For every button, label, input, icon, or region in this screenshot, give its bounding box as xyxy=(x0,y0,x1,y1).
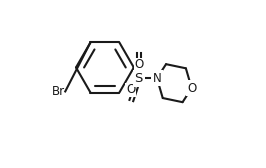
Text: S: S xyxy=(135,72,143,85)
Text: O: O xyxy=(126,83,135,96)
Text: Br: Br xyxy=(52,85,65,98)
Text: N: N xyxy=(153,72,161,85)
Text: O: O xyxy=(134,58,143,71)
Text: O: O xyxy=(187,82,196,95)
